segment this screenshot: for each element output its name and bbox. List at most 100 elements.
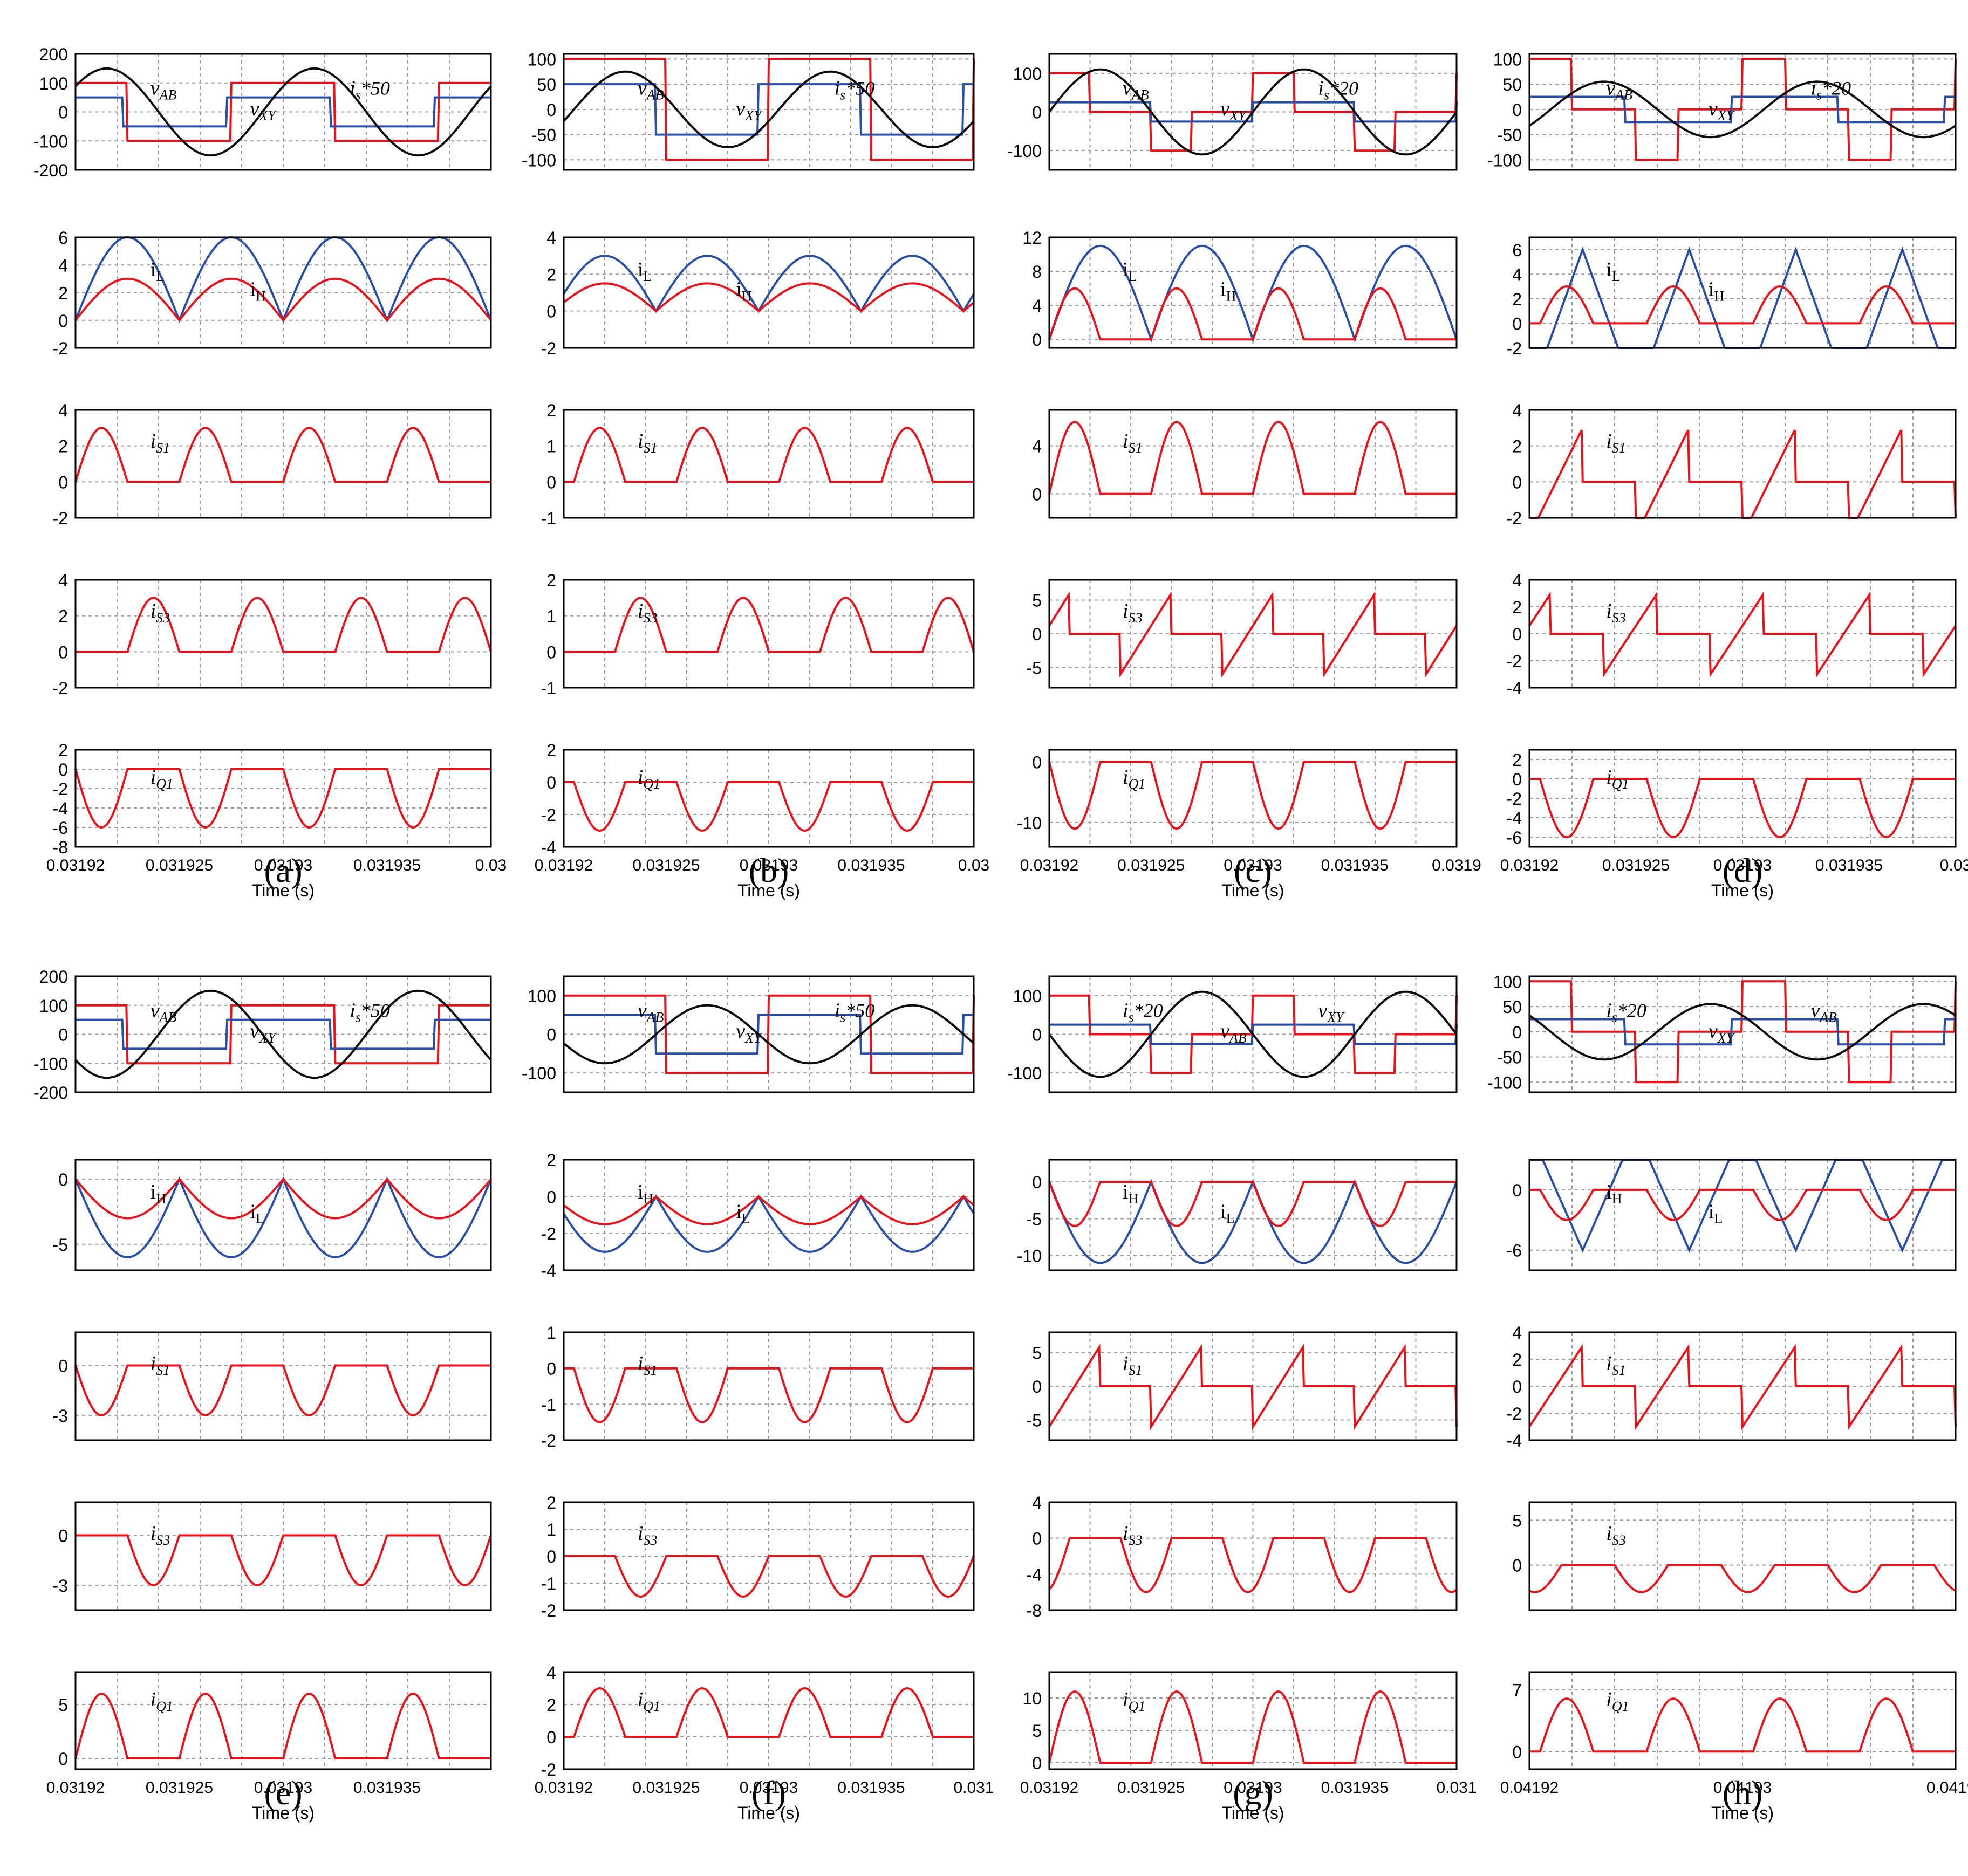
subplot-3: 4 2 0 -2 -4 iS1 [1507, 1323, 1957, 1450]
y-tick-label: 0 [1512, 625, 1522, 644]
y-tick-label: -2 [541, 1431, 556, 1450]
panel-caption: (a) [264, 851, 302, 889]
series-iH [1529, 285, 1956, 325]
y-tick-label: 100 [528, 50, 556, 69]
series-iH [1048, 1181, 1457, 1228]
y-tick-label: 100 [1013, 987, 1042, 1006]
y-tick-label: -4 [53, 799, 68, 818]
y-tick-label: 2 [546, 1695, 556, 1715]
y-tick-label: 2 [1512, 290, 1522, 309]
series-label-iS3: iS3 [1606, 600, 1626, 626]
y-tick-label: -1 [541, 509, 556, 528]
y-tick-label: 0 [546, 1728, 556, 1747]
y-tick-label: -100 [1487, 150, 1522, 170]
subplot-3: 1 0 -1 -2 iS1 [541, 1323, 975, 1450]
series-iS3 [76, 1534, 492, 1586]
y-tick-label: -100 [33, 1054, 68, 1073]
series-label-iS1: iS1 [151, 430, 170, 456]
y-tick-label: 0 [1032, 1754, 1042, 1773]
plot-frame [1048, 53, 1458, 171]
series-label-iH: iH [1220, 278, 1236, 304]
x-tick-label: 0.03192 [535, 857, 593, 874]
y-tick-label: 2 [58, 741, 68, 760]
panel-h: 100500-50-100is*20vXYvAB0-6iHiL420-2-4iS… [1487, 972, 1968, 1823]
plot-frame [74, 236, 492, 349]
y-tick-label: 5 [1512, 1511, 1522, 1530]
subplot-5: 20-2-4-6-8 iQ1 0.03192 0.031925 0.03193 0.031… [46, 741, 507, 900]
series-label-iH: iH [1123, 1181, 1139, 1207]
plot-frame [563, 1331, 975, 1441]
subplot-2: 6 4 2 0 -2 iL iH [1507, 236, 1957, 358]
series-label-vAB: vAB [151, 999, 177, 1025]
subplot-4: 2 1 0 -1 -2 iS3 [541, 1493, 975, 1620]
subplot-2: 12 8 4 0 iL iH [1022, 228, 1458, 350]
y-tick-label: 4 [58, 571, 68, 590]
series-label-vXY: vXY [736, 1020, 763, 1046]
series-label-is: is*50 [835, 999, 875, 1025]
subplot-5: 4 2 0 -2 iQ1 0.03192 0.031925 0.03193 0.031935 0.… [535, 1663, 994, 1823]
y-tick-label: 4 [1512, 1323, 1522, 1343]
y-tick-label: 0 [1032, 103, 1042, 122]
subplot-2: 0 -5 -10 iH iL [1017, 1159, 1458, 1271]
plot-frame [1528, 1501, 1957, 1611]
x-tick-label: 0.031935 [1815, 857, 1883, 874]
series-label-iQ1: iQ1 [1606, 766, 1629, 792]
subplot-1: 100 0 -100 vAB vXY is*20 [1007, 53, 1458, 171]
y-tick-label: 5 [1032, 1344, 1042, 1363]
series-label-is: is*20 [1123, 999, 1163, 1025]
x-tick-label: 0.03 [475, 857, 507, 874]
series-iS1 [1048, 1344, 1458, 1430]
y-tick-label: 0 [1512, 1023, 1522, 1042]
series-iS3 [76, 597, 492, 653]
x-tick-label: 0.031935 [1321, 1779, 1389, 1797]
y-tick-label: 0 [1512, 1377, 1522, 1396]
x-tick-label: 0.03 [958, 857, 989, 874]
y-tick-label: 4 [546, 1663, 556, 1682]
series-label-iL: iL [250, 1201, 264, 1227]
series-label-iH: iH [638, 1181, 654, 1207]
series-iS1 [74, 1364, 491, 1416]
y-tick-label: 50 [1502, 997, 1522, 1017]
series-vXY [564, 1014, 974, 1055]
series-iL [563, 1194, 975, 1253]
y-tick-label: -2 [53, 509, 68, 528]
subplot-3: 0 -3 iS1 [53, 1331, 492, 1441]
series-label-iS1: iS1 [638, 430, 658, 456]
plot-frame [1048, 579, 1458, 689]
plot-frame [1528, 409, 1957, 519]
series-label-is: is*50 [350, 999, 390, 1025]
series-label-iL: iL [151, 258, 165, 284]
subplot-3: 4 0 iS1 [1032, 409, 1458, 519]
series-label-vAB: vAB [1810, 999, 1837, 1025]
series-label-is: is*50 [350, 77, 390, 102]
subplot-5: 5 0 iQ1 0.03192 0.031925 0.03193 0.031935 Time … [46, 1671, 492, 1823]
y-tick-label: -100 [1007, 141, 1042, 161]
y-tick-label: 0 [58, 760, 68, 779]
series-label-iS3: iS3 [638, 1522, 658, 1548]
y-tick-label: -5 [1027, 659, 1042, 678]
x-axis-label: Time (s) [1711, 881, 1774, 900]
series-label-iH: iH [736, 278, 752, 304]
y-tick-label: 0 [1032, 485, 1042, 504]
x-tick-label: 0.03192 [46, 857, 105, 874]
y-tick-label: -100 [1007, 1064, 1042, 1083]
series-iS1 [564, 427, 974, 483]
subplot-4: 0 -3 iS3 [53, 1501, 492, 1611]
subplot-4: 5 0 iS3 [1512, 1501, 1957, 1611]
y-tick-label: 1 [546, 1520, 556, 1539]
plot-frame [1048, 1501, 1458, 1611]
series-iQ1 [1048, 1690, 1457, 1764]
y-tick-label: -2 [53, 779, 68, 799]
y-tick-label: -100 [1487, 1073, 1522, 1092]
y-tick-label: -100 [33, 132, 68, 151]
series-label-iQ1: iQ1 [638, 766, 660, 792]
y-tick-label: 0 [1032, 1529, 1042, 1549]
x-tick-label: 0.03193 [1224, 1779, 1282, 1797]
panel-e: 2001000-100-200vABvXYis*500-5iHiL0-3iS10… [33, 967, 492, 1823]
panel-c: 1000-100vABvXYis*2012840iLiH40iS150-5iS3… [1007, 53, 1481, 900]
series-is*50 [74, 989, 492, 1079]
subplot-3: 4 2 0 -2 iS1 [1507, 401, 1957, 528]
y-tick-label: -2 [541, 339, 556, 358]
y-tick-label: 4 [58, 256, 68, 275]
series-label-is: is*20 [1606, 999, 1646, 1025]
